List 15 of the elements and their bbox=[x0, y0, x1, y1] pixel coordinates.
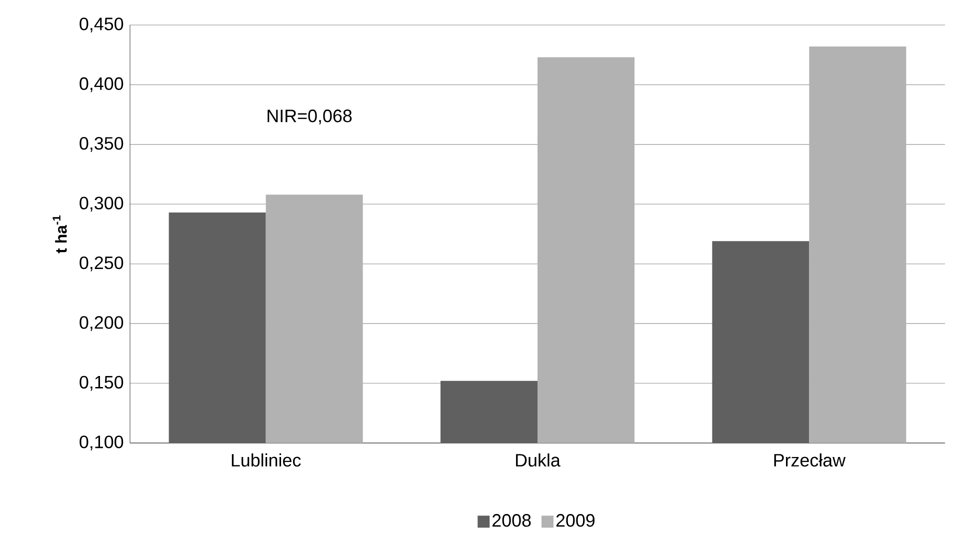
legend-label: 2009 bbox=[556, 514, 595, 527]
x-tick-label: Lubliniec bbox=[232, 453, 301, 467]
y-tick-label: 0,250 bbox=[80, 256, 124, 272]
y-tick-label: 0,450 bbox=[80, 18, 124, 32]
annotation: NIR=0,068 bbox=[268, 110, 352, 124]
y-tick-label: 0,100 bbox=[80, 436, 124, 450]
y-tick-label: 0,150 bbox=[80, 376, 124, 391]
y-tick-label: 0,200 bbox=[80, 316, 124, 331]
legend-label: 2008 bbox=[492, 514, 531, 527]
y-tick-label: 0,300 bbox=[80, 196, 124, 212]
y-tick-label: 0,400 bbox=[80, 77, 124, 92]
x-tick-label: Dukla bbox=[516, 453, 560, 467]
y-tick-label: 0,350 bbox=[80, 137, 124, 152]
x-tick-label: Przecław bbox=[774, 453, 846, 467]
y-axis-title: t ha$^{-1}$ bbox=[52, 215, 67, 254]
